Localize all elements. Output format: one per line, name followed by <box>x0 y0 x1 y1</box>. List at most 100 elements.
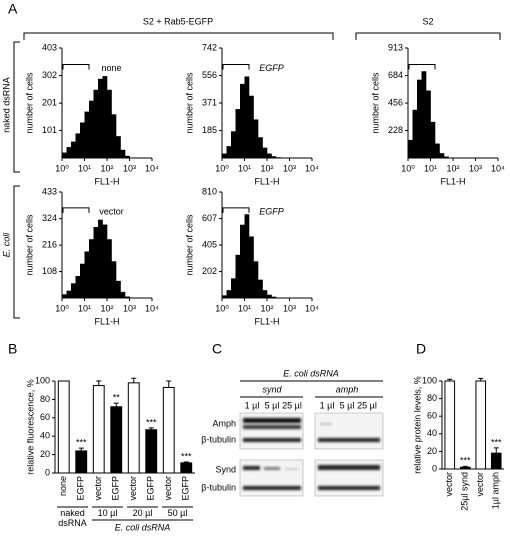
bar <box>92 385 105 474</box>
panel-label: A <box>8 1 18 17</box>
y-tick-label: 201 <box>42 98 57 108</box>
band <box>243 486 301 490</box>
error-bar <box>113 402 119 407</box>
histogram-bin <box>93 89 99 158</box>
blot-row: Synd <box>215 464 236 474</box>
band <box>318 465 380 470</box>
x-tick-label: 10⁰ <box>401 163 415 173</box>
bar <box>490 452 502 470</box>
significance: *** <box>491 437 502 447</box>
histogram-bin <box>235 254 241 298</box>
group-label: 10 µl <box>97 508 118 518</box>
histogram-bin <box>62 294 67 298</box>
x-tick-label: vector <box>93 476 103 501</box>
histogram-bin <box>262 147 268 158</box>
histogram-bin <box>71 283 76 298</box>
x-tick-label: vector <box>128 476 138 501</box>
blot-row: β-tubulin <box>201 434 236 444</box>
error-bar <box>131 377 137 383</box>
histogram-bin <box>226 290 232 298</box>
blot-title: E. coli dsRNA <box>283 368 339 378</box>
histogram-bin <box>120 149 126 158</box>
header: S2 + Rab5-EGFP <box>143 16 213 26</box>
blot-membrane <box>314 412 384 450</box>
x-tick-label: 25µl synd <box>460 472 470 511</box>
blot-group: synd <box>262 384 282 394</box>
y-tick-label: 108 <box>42 266 57 276</box>
error-bar <box>478 377 484 381</box>
histogram-bin <box>412 109 418 158</box>
y-tick-label: 101 <box>42 125 57 135</box>
histogram-bin <box>120 291 126 298</box>
y-tick-label: 100 <box>422 375 437 385</box>
header: S2 <box>422 16 433 26</box>
x-axis-label: FL1-H <box>440 176 465 186</box>
band <box>318 486 380 490</box>
x-tick-label: EGFP <box>181 476 191 501</box>
x-tick-label: EGFP <box>111 476 121 501</box>
histogram-bin <box>257 137 263 158</box>
significance: *** <box>76 438 87 448</box>
blot-row: Amph <box>212 418 236 428</box>
error-bar <box>462 465 468 468</box>
histogram-bin <box>102 224 108 298</box>
y-tick-label: 403 <box>42 42 57 52</box>
y-tick-label: 556 <box>202 70 217 80</box>
error-bar <box>447 378 453 381</box>
x-axis-label: FL1-H <box>94 176 119 186</box>
y-tick-label: 185 <box>202 125 217 135</box>
y-tick-label: 228 <box>388 125 403 135</box>
error-bar <box>148 427 154 430</box>
y-tick-label: 433 <box>42 186 57 196</box>
histogram-bin <box>89 239 94 298</box>
histogram-bin <box>443 156 449 158</box>
x-tick-label: 10³ <box>283 163 296 173</box>
lane-label: 5 µl <box>340 400 355 410</box>
gate-marker <box>408 64 436 70</box>
histogram-bin <box>102 76 108 158</box>
histogram-bin <box>75 133 81 158</box>
band <box>243 418 301 423</box>
x-tick-label: 10⁴ <box>145 163 159 173</box>
y-tick-label: 742 <box>202 42 217 52</box>
band <box>264 467 280 470</box>
y-tick-label: 810 <box>202 186 217 196</box>
histogram-bin <box>235 109 241 158</box>
group-label: 50 µl <box>167 508 188 518</box>
gate-marker <box>62 64 90 70</box>
lane-label: 1 µl <box>245 400 260 410</box>
row-bracket <box>13 41 20 173</box>
x-tick-label: 10³ <box>123 303 136 313</box>
x-tick-label: none <box>58 476 68 496</box>
y-tick-label: 20 <box>427 446 437 456</box>
group-title: E. coli dsRNA <box>115 522 171 532</box>
histogram-bin <box>417 79 422 158</box>
x-axis-label: FL1-H <box>94 316 119 326</box>
x-tick-label: vector <box>444 472 454 497</box>
group-box: 10 µl <box>97 508 118 518</box>
y-tick-label: 100 <box>35 375 50 385</box>
blot: E. coli dsRNA synd amph 1 µl 5 µl 25 µl … <box>201 368 384 497</box>
histogram-bin <box>249 236 254 298</box>
histogram-bin <box>231 278 236 298</box>
blot-membrane <box>239 459 304 497</box>
y-tick-label: 60 <box>427 411 437 421</box>
group-box: 20 µl <box>133 508 153 518</box>
error-bar <box>166 380 172 388</box>
histogram-label: EGFP <box>259 206 284 216</box>
histogram-bin <box>125 155 130 158</box>
x-axis-label: FL1-H <box>254 176 279 186</box>
significance: *** <box>146 417 157 427</box>
x-tick-label: vector <box>475 472 485 497</box>
band <box>320 423 332 425</box>
histogram-bin <box>231 131 236 158</box>
group-box: 50 µl <box>167 508 188 518</box>
histogram-bin <box>80 263 85 298</box>
histogram-bin <box>222 295 227 298</box>
histogram-bin <box>439 153 445 158</box>
row-bracket <box>13 185 20 319</box>
bar <box>444 380 456 470</box>
histogram-bin <box>111 261 117 298</box>
x-tick-label: 10¹ <box>78 303 91 313</box>
y-tick-label: 607 <box>202 213 217 223</box>
